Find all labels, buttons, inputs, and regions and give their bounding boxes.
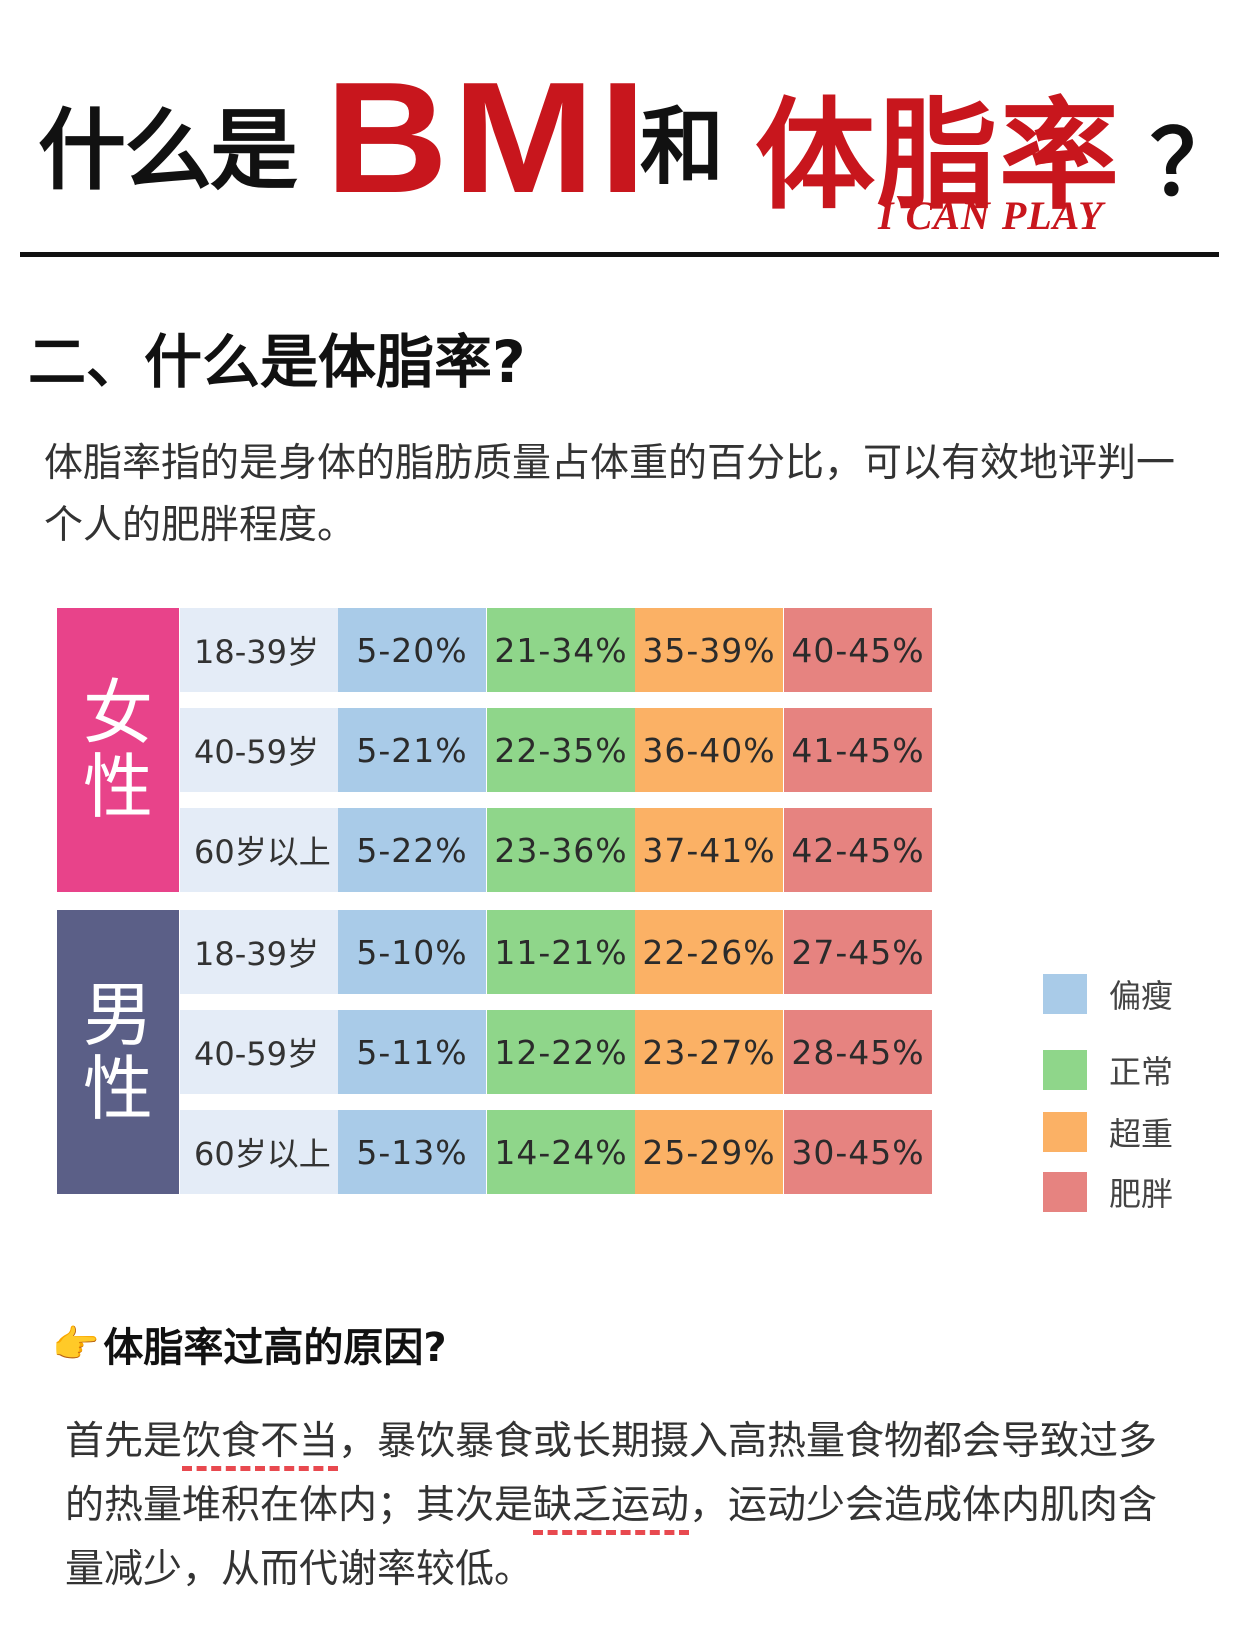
body-fat-value-cell: 5-10% (338, 910, 486, 994)
sex-label-char: 性 (83, 1048, 153, 1130)
legend-item: 超重 (1043, 1110, 1173, 1154)
legend-label: 正常 (1109, 1053, 1174, 1091)
legend-label: 偏瘦 (1109, 977, 1174, 1015)
legend-item: 偏瘦 (1043, 972, 1173, 1016)
body-fat-value-cell: 5-13% (338, 1110, 486, 1194)
body-fat-table: 女性 18-39岁 5-20% 21-34% 35-39% 40-45% 40-59岁 5-2… (57, 608, 982, 1220)
reasons-title-text: 体脂率过高的原因? (103, 1325, 447, 1371)
brand-signature: I CAN PLAY (878, 193, 1104, 238)
sex-label-block: 女性 (57, 608, 179, 892)
section-title: 二、什么是体脂率? (28, 328, 526, 396)
body-fat-value-cell: 5-11% (338, 1010, 486, 1094)
body-fat-value-cell: 23-27% (635, 1010, 783, 1094)
body-fat-value-cell: 14-24% (487, 1110, 635, 1194)
body-fat-value-cell: 37-41% (635, 808, 783, 892)
pointing-hand-icon: 👉 (52, 1321, 100, 1366)
sex-label-char: 女 (83, 672, 153, 754)
legend-item: 正常 (1043, 1048, 1173, 1092)
body-fat-value-cell: 5-21% (338, 708, 486, 792)
reasons-text-3: ，运动少会造成体内肌肉含量减少，从而代谢率较低。 (65, 1483, 1158, 1592)
body-fat-value-cell: 22-35% (487, 708, 635, 792)
legend-swatch (1043, 1112, 1087, 1152)
legend-label: 肥胖 (1109, 1175, 1174, 1213)
reasons-text-2: ，暴饮暴食或长期摄入高热量食物都会导致过多的热量堆积在体内；其次是 (65, 1419, 1158, 1528)
reasons-paragraph: 首先是饮食不当，暴饮暴食或长期摄入高热量食物都会导致过多的热量堆积在体内；其次是… (65, 1410, 1195, 1602)
title-and: 和 (640, 98, 725, 196)
reasons-highlight-exercise: 缺乏运动 (533, 1483, 690, 1535)
header-title: 什么是 BMI 和 体脂率 ？ (0, 40, 1239, 226)
body-fat-value-cell: 42-45% (784, 808, 932, 892)
sex-label-char: 性 (83, 746, 153, 828)
sex-label-char: 男 (83, 974, 153, 1056)
reasons-highlight-diet: 饮食不当 (182, 1419, 339, 1471)
body-fat-value-cell: 35-39% (635, 608, 783, 692)
body-fat-value-cell: 23-36% (487, 808, 635, 892)
body-fat-value-cell: 30-45% (784, 1110, 932, 1194)
body-fat-value-cell: 5-22% (338, 808, 486, 892)
body-fat-value-cell: 27-45% (784, 910, 932, 994)
header-divider (20, 252, 1219, 257)
legend-swatch (1043, 974, 1087, 1014)
legend-label: 超重 (1109, 1115, 1174, 1153)
body-fat-value-cell: 11-21% (487, 910, 635, 994)
body-fat-value-cell: 12-22% (487, 1010, 635, 1094)
body-fat-value-cell: 36-40% (635, 708, 783, 792)
sex-label-block: 男性 (57, 910, 179, 1194)
title-question-mark: ？ (1150, 114, 1239, 214)
body-fat-value-cell: 28-45% (784, 1010, 932, 1094)
intro-paragraph: 体脂率指的是身体的脂肪质量占体重的百分比，可以有效地评判一个人的肥胖程度。 (44, 441, 1176, 548)
reasons-title: 👉 体脂率过高的原因? (52, 1315, 447, 1373)
legend-swatch (1043, 1050, 1087, 1090)
title-part1: 什么是 (38, 99, 298, 202)
body-fat-value-cell: 5-20% (338, 608, 486, 692)
body-fat-value-cell: 21-34% (487, 608, 635, 692)
body-fat-value-cell: 40-45% (784, 608, 932, 692)
body-fat-value-cell: 41-45% (784, 708, 932, 792)
body-fat-value-cell: 25-29% (635, 1110, 783, 1194)
legend-item: 肥胖 (1043, 1170, 1173, 1214)
title-bmi: BMI (325, 50, 651, 226)
reasons-text-1: 首先是 (65, 1419, 183, 1464)
body-fat-value-cell: 22-26% (635, 910, 783, 994)
legend-swatch (1043, 1172, 1087, 1212)
title-bodyfat: 体脂率 (755, 87, 1121, 226)
